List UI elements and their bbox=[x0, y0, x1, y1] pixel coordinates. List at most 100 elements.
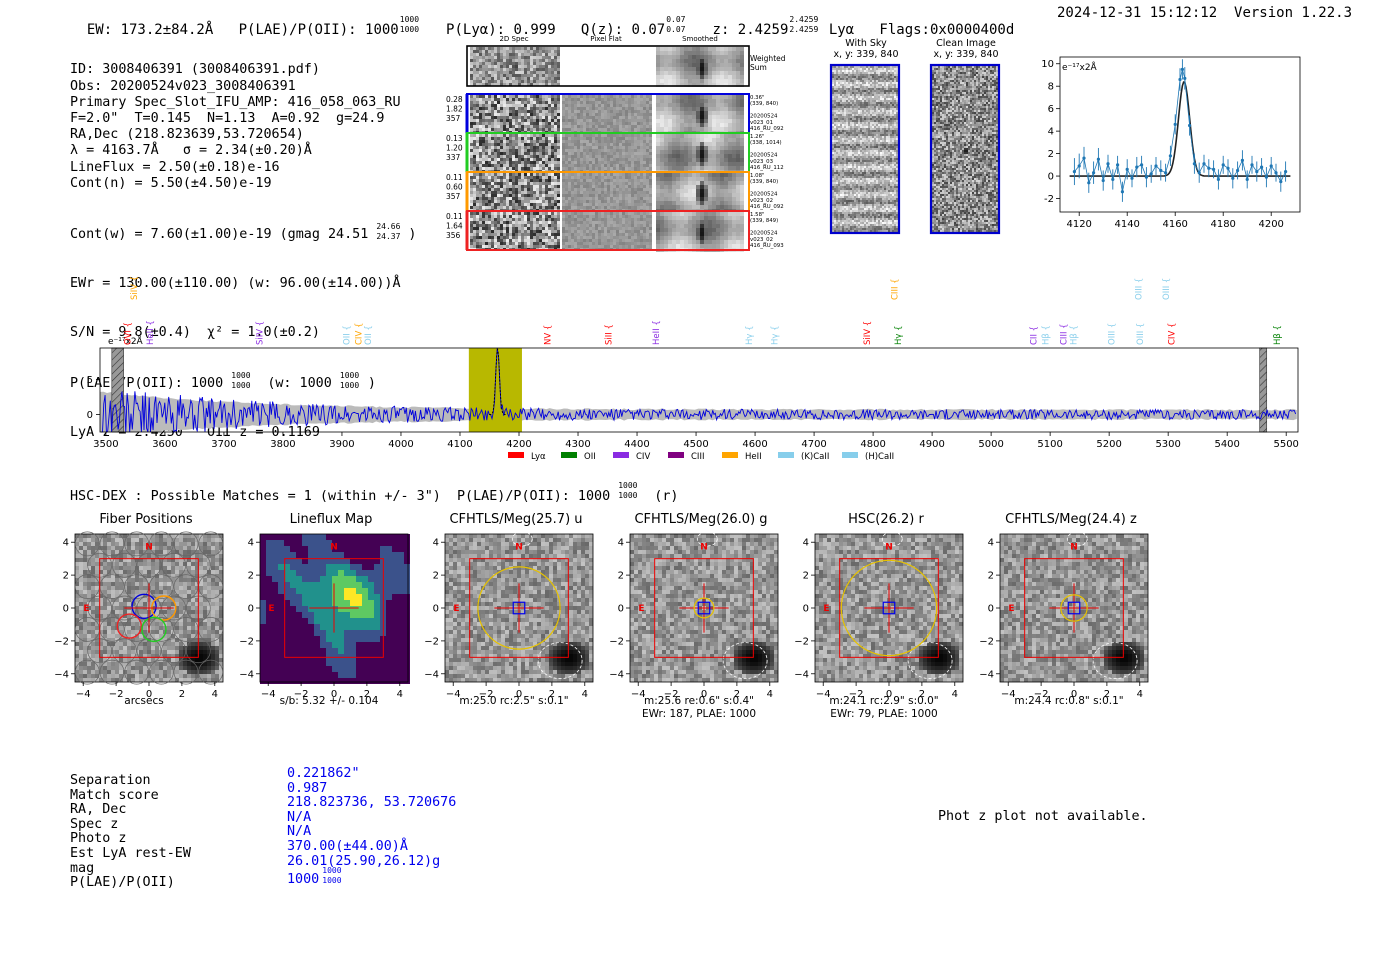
zoom-data-point bbox=[1255, 169, 1259, 174]
fiber-circle bbox=[99, 531, 125, 557]
info-line: F=2.0" T=0.145 N=1.13 A=0.92 g=24.9 bbox=[70, 111, 385, 127]
info-line: Cont(n) = 5.50(±4.50)e-19 bbox=[70, 175, 272, 191]
zoom-data-point bbox=[1092, 171, 1096, 175]
hsc-x-tick: 2 bbox=[1104, 689, 1110, 700]
hsc-x-tick: 0 bbox=[331, 689, 337, 700]
neighbor-ellipse bbox=[537, 642, 583, 680]
fiber-circle bbox=[111, 638, 137, 664]
hsc-panel-title: CFHTLS/Meg(25.7) u bbox=[449, 512, 583, 527]
line-id-label: Hβ { bbox=[1070, 325, 1080, 345]
spec2d-row-meta: v023_03 bbox=[750, 159, 773, 165]
hsc-x-tick: −4 bbox=[76, 689, 91, 700]
legend-label: Lyα bbox=[531, 452, 546, 462]
match-plae-lo: 1000 bbox=[322, 876, 342, 886]
match-label: Spec z bbox=[70, 816, 119, 832]
hsc-panel-image: N E −4 −4 −2 −2 0 0 2 2 4 4 bbox=[979, 531, 1149, 700]
match-marker bbox=[512, 601, 526, 615]
spectrum-y-tick: 0 bbox=[87, 410, 93, 421]
legend-swatch bbox=[613, 452, 629, 458]
search-box bbox=[99, 558, 199, 658]
compass-east: E bbox=[268, 604, 274, 614]
noise-image bbox=[470, 173, 560, 212]
match-marker bbox=[697, 601, 711, 615]
zoom-fit-line bbox=[1069, 81, 1291, 177]
info-line: Primary Spec_Slot_IFU_AMP: 416_058_063_R… bbox=[70, 94, 401, 110]
hsc-y-tick: 4 bbox=[803, 538, 809, 549]
hsc-caption-line-2: EWr: 187, PLAE: 1000 bbox=[641, 708, 757, 720]
match-labels: Separation Match score RA, Dec Spec z Photo … bbox=[70, 773, 191, 891]
spectrum-x-tick: 4900 bbox=[919, 439, 944, 450]
hsc-panel-title: CFHTLS/Meg(24.4) z bbox=[1005, 512, 1137, 527]
hsc-x-tick: 0 bbox=[701, 689, 707, 700]
spec2d-row-meta: 1.08" bbox=[750, 173, 764, 179]
fiber-circle bbox=[74, 531, 100, 557]
clean-image-title: Clean Image x, y: 339, 840 bbox=[928, 38, 1004, 60]
match-value: 26.01(25.90,26.12)g bbox=[287, 853, 441, 869]
noise-image bbox=[470, 134, 560, 173]
hsc-x-tick: −2 bbox=[849, 689, 864, 700]
line-id-label: Hγ { bbox=[745, 325, 755, 345]
match-label: Match score bbox=[70, 787, 159, 803]
hsc-y-tick: −4 bbox=[239, 669, 254, 680]
hsc-panel-caption: m:24.4 rc:0.8" s:0.1" bbox=[969, 695, 1169, 708]
hsc-x-tick: 2 bbox=[549, 689, 555, 700]
fiber-circle bbox=[124, 531, 150, 557]
spec2d-row-meta: 20200524 bbox=[750, 192, 778, 198]
info-line: ID: 3008406391 (3008406391.pdf) bbox=[70, 62, 320, 78]
spec2d-col-title: Pixel Flat bbox=[590, 35, 622, 43]
match-value: 0.221862" bbox=[287, 766, 360, 781]
match-plae-hi: 1000 bbox=[322, 866, 342, 876]
zoom-data-point bbox=[1130, 176, 1134, 180]
compass-east: E bbox=[638, 604, 644, 614]
spectrum-x-tick: 3800 bbox=[270, 439, 295, 450]
line-id-label: SiIV { bbox=[863, 321, 873, 345]
hsc-y-tick: −2 bbox=[609, 636, 624, 647]
spec2d-row-meta: 416_RU_093 bbox=[750, 243, 784, 249]
legend-label: CIV bbox=[636, 452, 650, 462]
hsc-x-tick: 4 bbox=[397, 689, 403, 700]
hsc-y-tick: −4 bbox=[794, 669, 809, 680]
hsc-y-tick: 2 bbox=[63, 571, 69, 582]
hsc-y-tick: 4 bbox=[433, 538, 439, 549]
zoom-data-point bbox=[1168, 154, 1172, 158]
line-id-label: HeII { bbox=[146, 320, 156, 345]
masked-region bbox=[111, 347, 124, 433]
legend-swatch bbox=[842, 452, 858, 458]
hsc-caption-line: m:24.4 rc:0.8" s:0.1" bbox=[1014, 695, 1124, 707]
fiber-circle bbox=[161, 552, 187, 578]
line-id-label: OVI { bbox=[124, 322, 134, 345]
zoom-data-point bbox=[1096, 157, 1100, 161]
hsc-y-tick: 0 bbox=[248, 604, 254, 615]
header-flags: Flags:0x0000400d bbox=[879, 22, 1015, 38]
hsc-x-tick: 0 bbox=[146, 689, 152, 700]
match-value: N/A bbox=[287, 809, 312, 825]
match-value: 218.823736, 53.720676 bbox=[287, 795, 457, 811]
zoom-data-point bbox=[1221, 163, 1225, 167]
legend-label: CIII bbox=[691, 452, 704, 462]
zoom-y-tick: 6 bbox=[1048, 104, 1054, 115]
smoothed-image bbox=[656, 47, 744, 87]
spec2d-row-stat: 357 bbox=[446, 114, 461, 123]
spec2d-row-meta: (339, 840) bbox=[750, 179, 778, 185]
spectrum-line bbox=[101, 348, 1297, 434]
hsc-caption-line: m:24.1 rc:2.9" s:0.0" bbox=[829, 695, 939, 707]
legend-label: (K)CaII bbox=[801, 452, 829, 462]
line-id-label: CIII { bbox=[1060, 323, 1070, 345]
zoom-data-point bbox=[1240, 158, 1244, 162]
hsc-y-tick: −2 bbox=[239, 636, 254, 647]
spec2d-col-title: Smoothed bbox=[682, 35, 718, 43]
line-id-label: SiIV { bbox=[130, 276, 140, 300]
zoom-data-point bbox=[1120, 190, 1124, 194]
compass-east: E bbox=[823, 604, 829, 614]
hsc-y-tick: 4 bbox=[63, 538, 69, 549]
fiber-circle bbox=[148, 659, 174, 685]
search-box bbox=[284, 558, 384, 658]
header-z-lo: 2.4259 bbox=[789, 25, 819, 34]
compass-north: N bbox=[515, 543, 523, 553]
spec2d-row-stat: 337 bbox=[446, 153, 461, 162]
match-label: mag bbox=[70, 860, 95, 876]
line-id-label: OII { bbox=[364, 325, 374, 345]
hsc-x-tick: −2 bbox=[294, 689, 309, 700]
spec2d-row-stat: 0.11 bbox=[446, 212, 463, 221]
zoom-data-point bbox=[1183, 76, 1187, 80]
